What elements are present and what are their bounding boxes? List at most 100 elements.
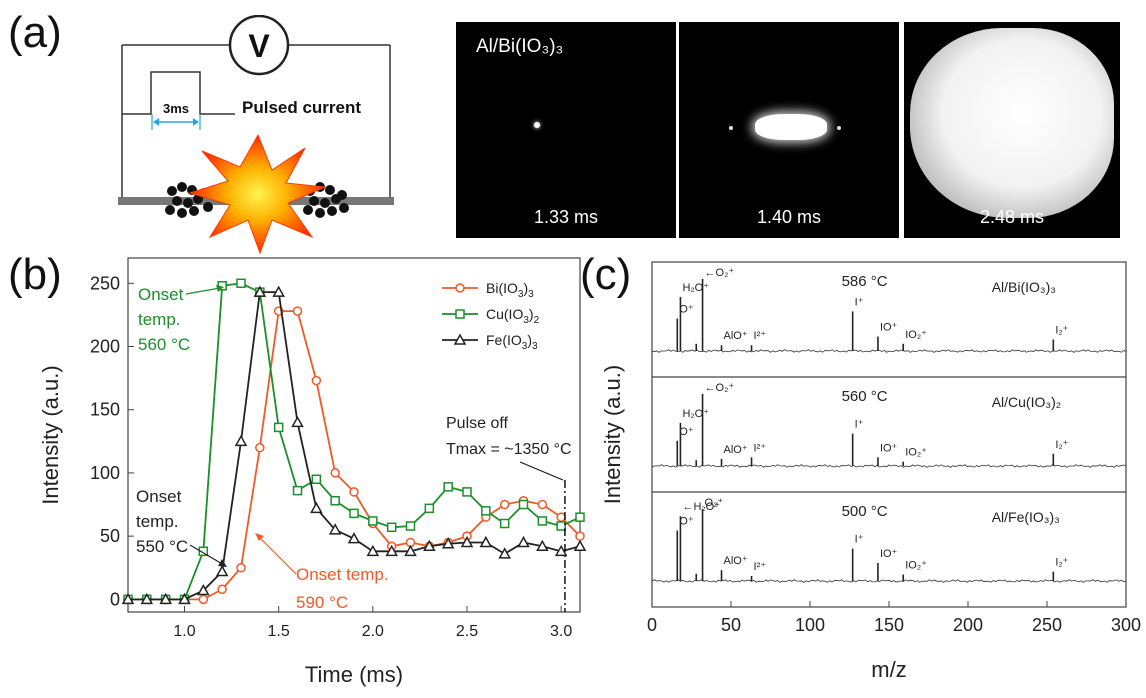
data-point-2 <box>217 567 227 576</box>
data-point-1 <box>294 487 302 495</box>
frame-2-spark-right <box>837 126 841 130</box>
legend-label-0: Bi(IO3)3 <box>486 280 534 300</box>
x-axis-label-c: m/z <box>871 657 906 682</box>
x-tick-label-c: 300 <box>1111 615 1141 635</box>
peak-label-0: I⁺ <box>855 296 864 308</box>
legend-label-part: 2 <box>534 315 540 326</box>
peak-label-0: IO⁺ <box>880 322 898 334</box>
annotation-black-onset: temp. <box>136 512 179 531</box>
frame-2-spark-left <box>729 126 733 130</box>
data-point-1 <box>538 517 546 525</box>
x-tick-label-c: 150 <box>874 615 904 635</box>
peak-label-2: AlO⁺ <box>724 555 748 567</box>
x-tick-label-b: 3.0 <box>550 623 572 640</box>
data-point-2 <box>575 541 585 550</box>
data-point-1 <box>482 507 490 515</box>
panel-temp-1: 560 °C <box>842 388 888 405</box>
peak-label-1: O⁺ <box>679 426 694 438</box>
data-point-1 <box>407 522 415 530</box>
peak-label-1: I⁺ <box>855 419 864 431</box>
explosion-burst <box>190 135 325 253</box>
peak-label-1: ←O₂⁺ <box>705 382 735 394</box>
panel-sample-2: Al/Fe(IO₃)₃ <box>992 509 1060 525</box>
annotation-pulse-off: Pulse off <box>446 415 509 432</box>
peak-label-2: I²⁺ <box>754 561 767 573</box>
y-tick-label-b: 150 <box>90 400 120 420</box>
data-point-2 <box>500 549 510 558</box>
panel-label-a: (a) <box>8 8 62 58</box>
data-point-0 <box>256 444 264 452</box>
pulse-arrow-right-head <box>193 118 199 126</box>
chart-b: 1.0 1.5 2.0 2.5 3.0 0 50 100 150 200 250 Time (ms) I… <box>0 240 590 698</box>
peak-label-0: I₂⁺ <box>1055 324 1068 336</box>
peak-label-0: I²⁺ <box>754 330 767 342</box>
data-point-0 <box>199 595 207 603</box>
annotation-orange-arrow <box>258 536 296 574</box>
annotation-tmax: Tmax = ~1350 °C <box>446 441 572 458</box>
peak-label-1: I₂⁺ <box>1055 439 1068 451</box>
panel-temp-2: 500 °C <box>842 503 888 520</box>
legend-label-part: Bi(IO <box>486 280 518 296</box>
y-tick-label-b: 0 <box>110 589 120 609</box>
x-tick-label-c: 0 <box>647 615 657 635</box>
data-point-0 <box>557 513 565 521</box>
data-point-0 <box>538 501 546 509</box>
circuit-schematic: V 3ms Pulsed current <box>100 15 430 255</box>
annotation-orange-onset: 590 °C <box>296 593 348 612</box>
x-tick-label-b: 1.0 <box>173 623 195 640</box>
frame-3-glow <box>910 28 1114 218</box>
legend-marker-0 <box>456 284 464 292</box>
annotation-orange-arrowhead <box>255 533 264 541</box>
annotation-orange-onset: Onset temp. <box>296 565 389 584</box>
data-point-1 <box>331 497 339 505</box>
peak-label-2: O₂⁺ <box>705 497 724 509</box>
y-axis-label-c: Intensity (a.u.) <box>600 365 625 504</box>
data-point-2 <box>236 436 246 445</box>
annotation-black-arrowhead <box>218 559 227 567</box>
data-point-0 <box>331 469 339 477</box>
frame-2: 1.40 ms <box>679 22 899 238</box>
spectrum-baseline-0 <box>652 350 1126 353</box>
y-tick-label-b: 100 <box>90 463 120 483</box>
legend-marker-1 <box>456 310 464 318</box>
frame-2-time: 1.40 ms <box>679 207 899 228</box>
legend-label-2: Fe(IO3)3 <box>486 332 538 352</box>
data-point-0 <box>218 585 226 593</box>
legend-label-part: Fe(IO <box>486 332 522 348</box>
peak-label-1: AlO⁺ <box>724 444 748 456</box>
frame-3-time: 2.48 ms <box>904 207 1120 228</box>
peak-label-1: IO₂⁺ <box>905 447 927 459</box>
x-tick-label-b: 2.5 <box>456 623 478 640</box>
pulse-off-arrow <box>520 462 563 480</box>
legend-label-part: 3 <box>532 341 538 352</box>
spectrum-baseline-2 <box>652 580 1126 583</box>
annotation-black-onset: Onset <box>136 487 182 506</box>
data-point-1 <box>557 522 565 530</box>
peak-label-0: ←O₂⁺ <box>705 267 735 279</box>
data-point-2 <box>311 503 321 512</box>
data-point-0 <box>350 488 358 496</box>
data-point-0 <box>576 532 584 540</box>
data-point-1 <box>520 501 528 509</box>
peak-label-0: IO₂⁺ <box>905 329 927 341</box>
y-axis-label-b: Intensity (a.u.) <box>38 365 63 504</box>
data-point-1 <box>576 513 584 521</box>
data-point-0 <box>237 564 245 572</box>
pulse-current-label: Pulsed current <box>242 98 361 117</box>
data-point-2 <box>293 417 303 426</box>
legend-label-1: Cu(IO3)2 <box>486 306 540 326</box>
frame-1-spark <box>534 122 540 128</box>
data-point-1 <box>444 483 452 491</box>
data-point-1 <box>275 423 283 431</box>
data-point-1 <box>463 488 471 496</box>
peak-label-2: IO₂⁺ <box>905 560 927 572</box>
frame-2-glow <box>755 114 827 140</box>
peak-label-2: I⁺ <box>855 534 864 546</box>
x-tick-label-b: 1.5 <box>268 623 290 640</box>
panel-sample-0: Al/Bi(IO₃)₃ <box>992 279 1056 295</box>
peak-label-1: IO⁺ <box>880 442 898 454</box>
voltmeter-symbol: V <box>248 28 270 64</box>
y-tick-label-b: 250 <box>90 273 120 293</box>
spectrum-baseline-1 <box>652 465 1126 468</box>
frame-1: Al/Bi(IO₃)₃ 1.33 ms <box>456 22 676 238</box>
